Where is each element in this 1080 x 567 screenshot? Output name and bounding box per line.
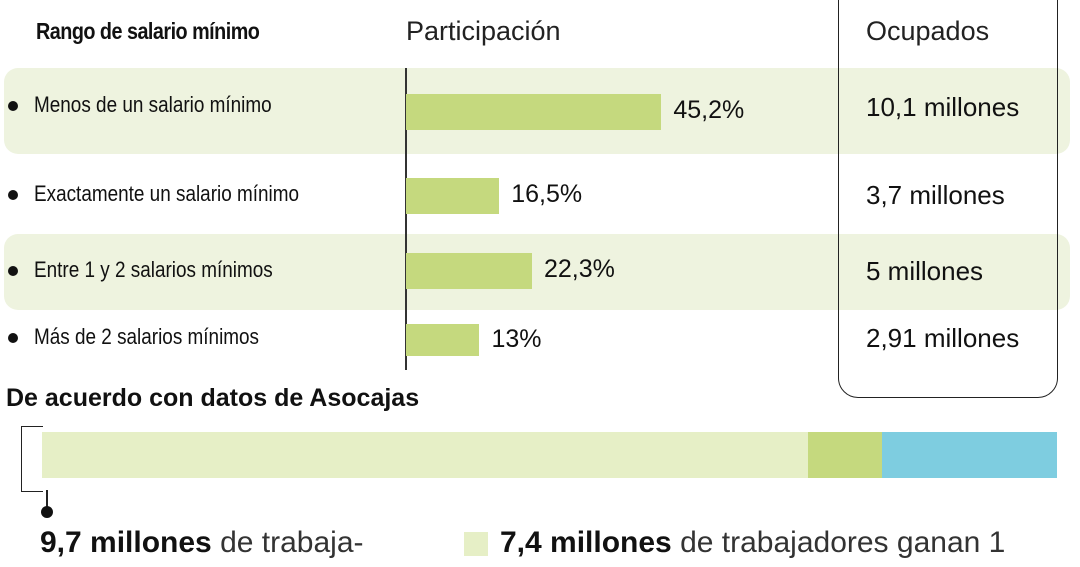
row-bullet — [8, 266, 18, 276]
bar-1 — [406, 94, 662, 130]
occupied-column-box — [838, 0, 1058, 398]
value-label-1: 45,2% — [673, 96, 745, 124]
stacked-bar — [42, 432, 1057, 478]
stack-segment-1 — [42, 432, 809, 478]
stack-segment-3 — [882, 432, 1057, 478]
annotation-2: 7,4 millones de trabajadores ganan 1 — [500, 526, 1005, 560]
value-label-4: 13% — [491, 325, 542, 353]
occupied-value-3: 5 millones — [866, 256, 984, 286]
value-label-2: 16,5% — [511, 180, 583, 208]
legend-square — [464, 532, 488, 556]
connector-dot — [41, 506, 53, 518]
occupied-value-1: 10,1 millones — [866, 92, 1020, 122]
row-label-3: Entre 1 y 2 salarios mínimos — [34, 257, 273, 282]
row-label-2: Exactamente un salario mínimo — [34, 181, 300, 206]
asocajas-title: De acuerdo con datos de Asocajas — [6, 384, 420, 412]
annotation-2-bold: 7,4 millones — [500, 526, 672, 559]
occupied-value-4: 2,91 millones — [866, 323, 1020, 353]
bar-3 — [406, 253, 532, 289]
row-bullet — [8, 101, 18, 111]
header-range: Rango de salario mínimo — [36, 18, 260, 44]
annotation-1-bold: 9,7 millones — [40, 526, 212, 559]
header-occupied: Ocupados — [866, 16, 990, 46]
header-participation: Participación — [406, 16, 561, 46]
bar-2 — [406, 178, 500, 214]
row-label-4: Más de 2 salarios mínimos — [34, 324, 260, 349]
row-bullet — [8, 190, 18, 200]
row-band-3 — [4, 234, 1070, 310]
annotation-2-text: de trabajadores ganan 1 — [671, 526, 1006, 559]
bar-4 — [406, 324, 480, 356]
stack-segment-2 — [808, 432, 883, 478]
bar-axis-line — [405, 68, 407, 370]
row-label-1: Menos de un salario mínimo — [34, 92, 272, 117]
value-label-3: 22,3% — [543, 255, 615, 283]
connector-line — [46, 490, 48, 512]
annotation-1-text: de trabaja- — [211, 526, 364, 559]
bracket-line — [21, 426, 43, 492]
row-bullet — [8, 333, 18, 343]
annotation-1: 9,7 millones de trabaja- — [40, 526, 364, 560]
occupied-value-2: 3,7 millones — [866, 180, 1005, 210]
